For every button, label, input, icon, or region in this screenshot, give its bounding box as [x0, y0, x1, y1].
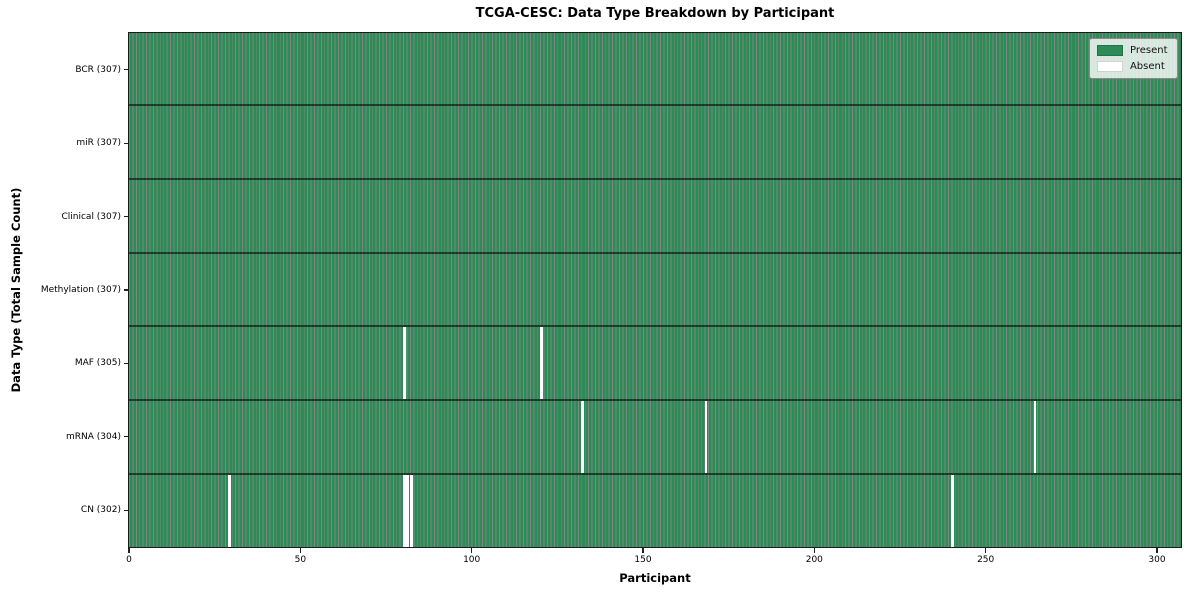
heatmap-row-mir: [128, 106, 1181, 180]
absent-cell: [540, 327, 543, 400]
legend: Present Absent: [1088, 37, 1178, 79]
legend-item-present: Present: [1096, 44, 1168, 56]
heatmap-rows: [128, 32, 1181, 547]
absent-cell: [406, 474, 410, 547]
absent-cell: [228, 474, 231, 547]
plot-area: Present Absent: [127, 31, 1182, 548]
x-tick-mark: [642, 548, 644, 553]
absent-cell: [581, 401, 584, 473]
x-tick-label: 200: [805, 555, 823, 565]
absent-cell: [409, 474, 413, 547]
x-tick-mark: [813, 548, 815, 553]
y-tick-mark: [124, 436, 129, 438]
legend-label: Present: [1129, 44, 1168, 56]
heatmap-row-bcr: [128, 32, 1181, 107]
y-tick-label: BCR (307): [75, 64, 121, 75]
x-tick-mark: [299, 548, 301, 553]
x-tick-label: 100: [463, 555, 481, 565]
absent-cell: [704, 401, 708, 473]
y-tick-mark: [124, 215, 129, 218]
legend-item-absent: Absent: [1096, 60, 1168, 72]
heatmap-row-mrna: [128, 401, 1181, 475]
y-tick-mark: [124, 69, 129, 71]
x-tick-label: 0: [126, 555, 132, 565]
x-tick-mark: [1156, 548, 1158, 553]
absent-cell: [1033, 401, 1037, 473]
x-tick-mark: [128, 548, 130, 553]
absent-cell: [402, 474, 406, 547]
heatmap-row-cn: [128, 474, 1181, 547]
heatmap-row-methylation: [128, 253, 1181, 328]
x-axis-label: Participant: [619, 571, 691, 585]
x-tick-label: 300: [1148, 555, 1166, 565]
heatmap-row-clinical: [128, 179, 1181, 254]
y-tick-mark: [124, 509, 129, 511]
absent-cell: [402, 327, 406, 400]
legend-swatch-absent: [1096, 60, 1123, 72]
x-tick-mark: [985, 548, 987, 553]
x-tick-label: 250: [977, 555, 995, 565]
y-tick-label: CN (302): [80, 505, 121, 516]
y-tick-label: Methylation (307): [40, 285, 121, 295]
absent-cell: [951, 474, 954, 547]
chart-title: TCGA-CESC: Data Type Breakdown by Partic…: [475, 6, 835, 21]
y-tick-label: mRNA (304): [66, 431, 121, 442]
heatmap-row-maf: [128, 327, 1181, 402]
legend-swatch-present: [1096, 44, 1123, 56]
y-tick-label: Clinical (307): [61, 211, 121, 222]
x-tick-label: 150: [634, 555, 652, 565]
legend-label: Absent: [1129, 60, 1165, 72]
y-tick-mark: [124, 362, 129, 365]
y-tick-mark: [124, 142, 129, 144]
y-tick-label: miR (307): [76, 138, 121, 149]
x-tick-mark: [471, 548, 473, 553]
x-tick-label: 50: [294, 555, 307, 565]
y-tick-mark: [124, 289, 129, 291]
y-tick-label: MAF (305): [74, 358, 121, 369]
